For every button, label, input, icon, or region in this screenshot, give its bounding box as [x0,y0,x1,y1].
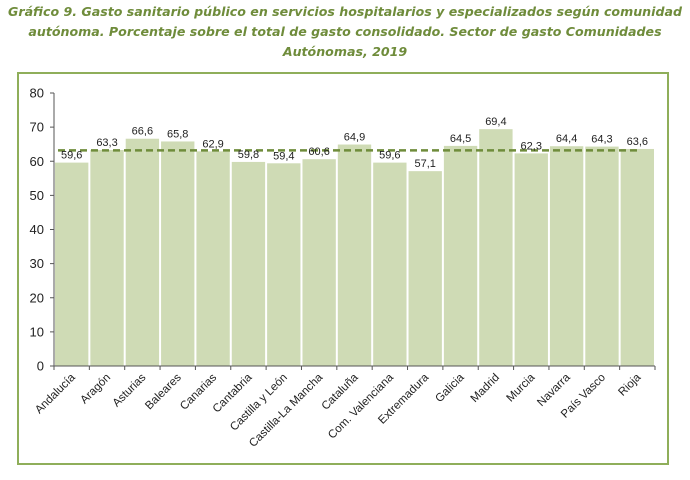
bar-7 [302,159,336,366]
y-tick-label-20: 20 [30,290,44,305]
y-tick-label-60: 60 [30,154,44,169]
bar-6 [267,163,301,366]
data-label-5: 59,8 [238,149,259,161]
x-category-label-0: Andalucía [33,371,78,416]
chart-title-line-3: Autónomas, 2019 [282,44,408,59]
y-tick-label-0: 0 [37,359,44,374]
bar-15 [585,146,619,366]
bar-2 [125,138,160,366]
bar-5 [231,161,266,366]
bar-13 [514,153,548,366]
x-category-label-1: Aragón [78,372,113,407]
chart-title-line-1: Gráfico 9. Gasto sanitario público en se… [8,4,682,19]
data-label-1: 63,3 [96,137,117,149]
data-label-8: 64,9 [344,132,365,144]
data-label-0: 59,6 [61,150,82,162]
data-label-13: 62,3 [521,140,542,152]
y-tick-label-40: 40 [30,222,44,237]
x-category-label-16: Rioja [616,371,643,398]
bar-9 [373,162,407,366]
chart-title: Gráfico 9. Gasto sanitario público en se… [0,2,690,62]
bar-12 [479,129,513,366]
x-category-label-9: Com. Valenciana [326,371,396,441]
chart-title-line-2: autónoma. Porcentaje sobre el total de g… [28,24,662,39]
bar-8 [337,144,372,366]
data-label-16: 63,6 [627,136,648,148]
bar-1 [90,149,124,366]
bar-14 [549,146,584,366]
chart-frame [17,72,669,465]
y-tick-label-10: 10 [30,324,44,339]
data-label-15: 64,3 [591,134,612,146]
data-label-2: 66,6 [132,126,153,138]
data-label-9: 59,6 [379,150,400,162]
y-tick-label-50: 50 [30,188,44,203]
bar-16 [620,148,654,366]
data-label-14: 64,4 [556,133,577,145]
x-category-label-13: Murcia [504,371,537,404]
x-category-label-12: Madrid [469,372,502,405]
data-labels-group: 59,6 63,3 66,6 65,8 62,9 59,8 59,4 60,6 64,9 59,6… [61,116,648,170]
bar-3 [161,141,195,366]
data-label-3: 65,8 [167,128,188,140]
y-tick-label-80: 80 [30,86,44,101]
bars-group [55,129,654,366]
y-tick-label-70: 70 [30,120,44,135]
bar-11 [443,145,478,366]
data-label-7: 60,6 [308,146,329,158]
data-label-12: 69,4 [485,116,506,128]
y-tick-label-30: 30 [30,256,44,271]
bar-4 [196,151,230,366]
data-label-11: 64,5 [450,133,471,145]
data-label-4: 62,9 [202,138,223,150]
data-label-6: 59,4 [273,150,294,162]
x-category-label-11: Galicia [433,371,467,405]
bar-0 [55,162,89,366]
data-label-10: 57,1 [414,158,435,170]
x-category-label-3: Baleares [143,371,184,412]
bar-10 [408,171,442,366]
